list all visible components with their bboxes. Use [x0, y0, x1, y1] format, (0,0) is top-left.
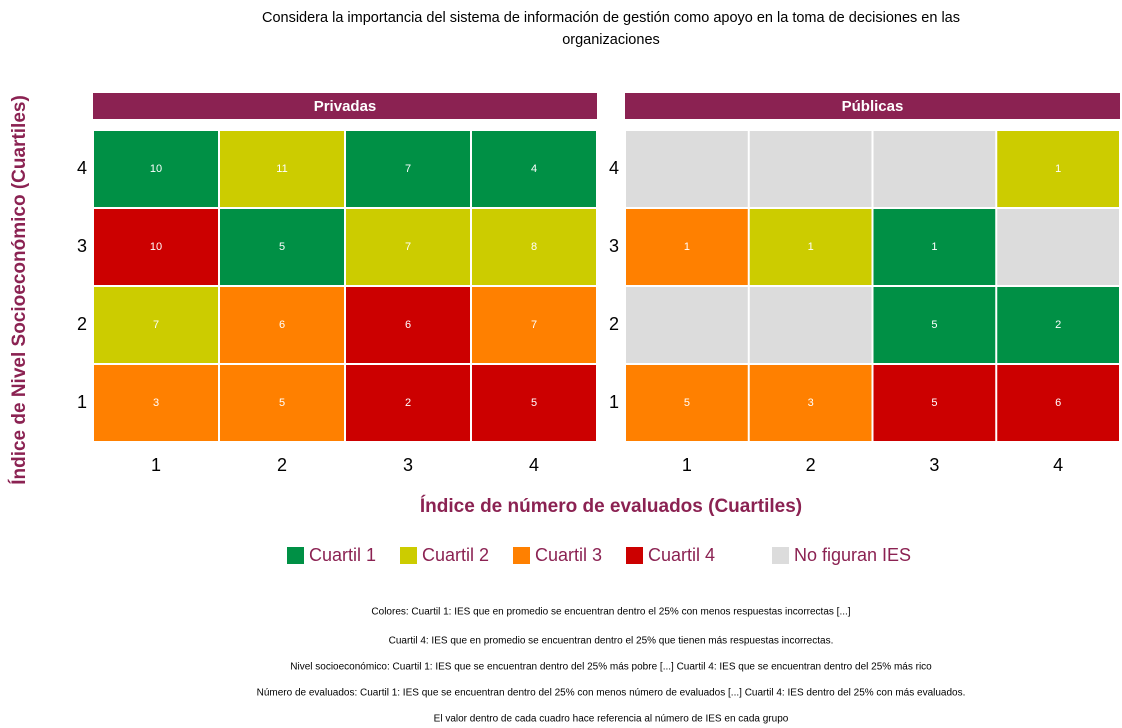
- legend-label: Cuartil 2: [422, 545, 489, 565]
- cell: [873, 365, 996, 441]
- cell-value: 5: [279, 397, 285, 409]
- y-axis-label: Índice de Nivel Socioeconómico (Cuartile…: [8, 95, 30, 485]
- legend-label: Cuartil 4: [648, 545, 715, 565]
- cell-value: 5: [931, 319, 937, 331]
- empty-cell: [749, 131, 872, 207]
- cell: [220, 287, 344, 363]
- footnote: Número de evaluados: Cuartil 1: IES que …: [257, 688, 966, 699]
- cell-value: 6: [1055, 397, 1061, 409]
- cell-value: 4: [531, 163, 537, 175]
- empty-cell: [749, 287, 872, 363]
- cell-value: 5: [279, 241, 285, 253]
- cell: [346, 365, 470, 441]
- cell: [472, 131, 596, 207]
- facet-label: Públicas: [842, 98, 904, 115]
- x-tick-label: 4: [1053, 455, 1063, 475]
- cell-value: 2: [405, 397, 411, 409]
- y-tick-label: 3: [609, 236, 619, 256]
- cell: [346, 287, 470, 363]
- empty-cell: [626, 287, 748, 363]
- legend-label: Cuartil 1: [309, 545, 376, 565]
- x-tick-label: 2: [806, 455, 816, 475]
- cell-value: 1: [1055, 163, 1061, 175]
- cell: [220, 209, 344, 285]
- empty-cell: [873, 131, 996, 207]
- empty-cell: [626, 131, 748, 207]
- x-tick-label: 1: [682, 455, 692, 475]
- y-tick-label: 2: [609, 314, 619, 334]
- cell-value: 11: [276, 163, 287, 175]
- x-tick-label: 3: [403, 455, 413, 475]
- legend-swatch: [513, 547, 530, 564]
- cell: [749, 209, 872, 285]
- cell-value: 7: [153, 319, 159, 331]
- cell-value: 8: [531, 241, 537, 253]
- cell-value: 1: [931, 241, 937, 253]
- cell: [626, 209, 748, 285]
- cell-value: 7: [405, 163, 411, 175]
- legend-swatch: [400, 547, 417, 564]
- cell-value: 6: [279, 319, 285, 331]
- cell-value: 10: [150, 241, 162, 253]
- cell: [997, 365, 1119, 441]
- chart-title-line: Considera la importancia del sistema de …: [262, 10, 960, 26]
- y-tick-label: 1: [77, 392, 87, 412]
- x-tick-label: 1: [151, 455, 161, 475]
- x-axis-label: Índice de número de evaluados (Cuartiles…: [420, 495, 802, 517]
- footnote: Colores: Cuartil 1: IES que en promedio …: [371, 607, 850, 618]
- x-tick-label: 2: [277, 455, 287, 475]
- facet-label: Privadas: [314, 98, 377, 115]
- cell-value: 10: [150, 163, 162, 175]
- cell: [220, 365, 344, 441]
- cell: [873, 209, 996, 285]
- cell: [94, 365, 218, 441]
- cell: [997, 287, 1119, 363]
- x-tick-label: 4: [529, 455, 539, 475]
- cell: [346, 209, 470, 285]
- cell: [346, 131, 470, 207]
- cell-value: 7: [531, 319, 537, 331]
- x-tick-label: 3: [929, 455, 939, 475]
- facet-strip: [625, 93, 1120, 119]
- cell-value: 5: [531, 397, 537, 409]
- y-tick-label: 2: [77, 314, 87, 334]
- y-tick-label: 1: [609, 392, 619, 412]
- footnote: Nivel socioeconómico: Cuartil 1: IES que…: [290, 662, 932, 673]
- cell-value: 5: [931, 397, 937, 409]
- footnote: El valor dentro de cada cuadro hace refe…: [434, 714, 789, 725]
- legend-label: Cuartil 3: [535, 545, 602, 565]
- footnote: Cuartil 4: IES que en promedio se encuen…: [389, 636, 834, 647]
- cell: [94, 287, 218, 363]
- cell: [749, 365, 872, 441]
- cell: [94, 209, 218, 285]
- cell-value: 3: [153, 397, 159, 409]
- cell-value: 6: [405, 319, 411, 331]
- cell: [472, 365, 596, 441]
- chart-title-line: organizaciones: [562, 32, 660, 48]
- cell: [472, 209, 596, 285]
- cell-value: 1: [684, 241, 690, 253]
- legend-swatch: [772, 547, 789, 564]
- empty-cell: [997, 209, 1119, 285]
- cell-value: 2: [1055, 319, 1061, 331]
- legend-label: No figuran IES: [794, 545, 911, 565]
- legend-swatch: [287, 547, 304, 564]
- cell: [626, 365, 748, 441]
- cell-value: 1: [808, 241, 814, 253]
- facet-strip: [93, 93, 597, 119]
- cell: [873, 287, 996, 363]
- y-tick-label: 4: [77, 158, 87, 178]
- cell-value: 7: [405, 241, 411, 253]
- legend-swatch: [626, 547, 643, 564]
- cell: [472, 287, 596, 363]
- cell: [94, 131, 218, 207]
- cell: [220, 131, 344, 207]
- cell-value: 3: [808, 397, 814, 409]
- y-tick-label: 3: [77, 236, 87, 256]
- cell-value: 5: [684, 397, 690, 409]
- cell: [997, 131, 1119, 207]
- y-tick-label: 4: [609, 158, 619, 178]
